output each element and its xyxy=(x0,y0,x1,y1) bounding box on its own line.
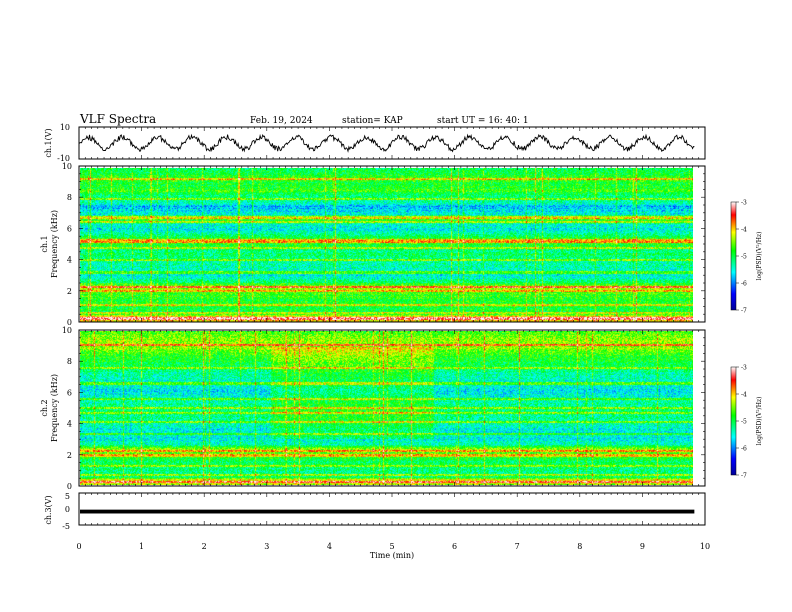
ch2-spec-ylabel-channel: ch.2 xyxy=(40,399,49,416)
time-tick-label: 4 xyxy=(327,542,332,551)
colorbar-tick-label: -6 xyxy=(741,446,747,453)
colorbar-tick-label: -6 xyxy=(741,281,747,288)
start-ut-label: start UT = 16: 40: 1 xyxy=(437,116,529,126)
freq-tick-label: 6 xyxy=(67,224,72,233)
ch2-colorbar-label: log(PSD)(V²/Hz) xyxy=(756,397,763,446)
ch1-waveform-trace xyxy=(78,133,695,153)
freq-tick-label: 6 xyxy=(67,388,72,397)
ch1-ytick-bottom: -10 xyxy=(57,154,70,163)
ch2-spectrogram-image xyxy=(80,331,693,485)
freq-tick-label: 4 xyxy=(67,420,72,429)
time-axis-ticks: 0 1 2 3 4 5 6 7 8 9 10 xyxy=(76,127,710,551)
freq-tick-label: 0 xyxy=(67,318,72,327)
time-tick-label: 1 xyxy=(139,542,144,551)
freq-tick-label: 10 xyxy=(62,326,72,335)
ch1-spec-ylabel-freq: Frequency (kHz) xyxy=(50,210,59,278)
time-tick-label: 5 xyxy=(389,542,394,551)
colorbar-tick-label: -4 xyxy=(741,392,747,399)
freq-tick-label: 10 xyxy=(62,162,72,171)
freq-tick-label: 8 xyxy=(67,357,72,366)
ch2-freq-ticks: 0 2 4 6 8 10 xyxy=(62,326,705,491)
time-tick-label: 2 xyxy=(202,542,207,551)
time-tick-label: 7 xyxy=(515,542,520,551)
ch2-colorbar xyxy=(730,366,737,476)
ch3-ytick-top: 5 xyxy=(65,492,70,501)
ch3-ytick-bottom: -5 xyxy=(62,522,70,531)
freq-tick-label: 0 xyxy=(67,482,72,491)
ch1-waveform-panel: 10 -10 ch.1(V) xyxy=(44,123,706,163)
time-tick-label: 6 xyxy=(452,542,457,551)
ch1-waveform-frame xyxy=(78,126,706,160)
ch1-waveform-ylabel: ch.1(V) xyxy=(44,128,53,157)
colorbar-tick-label: -3 xyxy=(741,365,747,372)
time-tick-label: 9 xyxy=(640,542,645,551)
time-tick-label: 8 xyxy=(577,542,582,551)
ch3-waveform-panel: 5 0 -5 ch.3(V) xyxy=(44,492,706,531)
time-axis-label: Time (min) xyxy=(370,551,414,560)
freq-tick-label: 2 xyxy=(67,287,72,296)
date-label: Feb. 19, 2024 xyxy=(250,116,313,126)
colorbar-tick-label: -3 xyxy=(741,200,747,207)
colorbar-tick-label: -5 xyxy=(741,254,747,261)
station-label: station= KAP xyxy=(342,116,403,126)
time-tick-label: 3 xyxy=(264,542,269,551)
colorbar-tick-label: -4 xyxy=(741,227,747,234)
ch3-waveform-frame xyxy=(78,492,706,526)
ch1-freq-ticks: 0 2 4 6 8 10 xyxy=(62,162,705,327)
colorbar-tick-label: -7 xyxy=(741,308,747,315)
ch1-spec-ylabel-channel: ch.1 xyxy=(40,235,49,252)
freq-tick-label: 4 xyxy=(67,256,72,265)
freq-tick-label: 2 xyxy=(67,451,72,460)
plot-title: VLF Spectra xyxy=(79,112,156,126)
colorbar-tick-label: -7 xyxy=(741,473,747,480)
ch1-colorbar-ticks: -3 -4 -5 -6 -7 xyxy=(736,200,747,315)
ch3-waveform-ylabel: ch.3(V) xyxy=(44,495,53,524)
freq-tick-label: 8 xyxy=(67,193,72,202)
time-tick-label: 10 xyxy=(700,542,710,551)
ch3-waveform-trace xyxy=(80,509,695,514)
ch1-ytick-top: 10 xyxy=(60,123,70,132)
ch2-colorbar-ticks: -3 -4 -5 -6 -7 xyxy=(736,365,747,480)
time-tick-label: 0 xyxy=(76,542,81,551)
ch1-spectrogram-image xyxy=(80,168,693,322)
ch2-spec-ylabel-freq: Frequency (kHz) xyxy=(50,374,59,442)
ch1-colorbar-label: log(PSD)(V²/Hz) xyxy=(756,232,763,281)
ch1-colorbar xyxy=(730,201,737,311)
colorbar-tick-label: -5 xyxy=(741,419,747,426)
ch3-ytick-mid: 0 xyxy=(65,505,70,514)
